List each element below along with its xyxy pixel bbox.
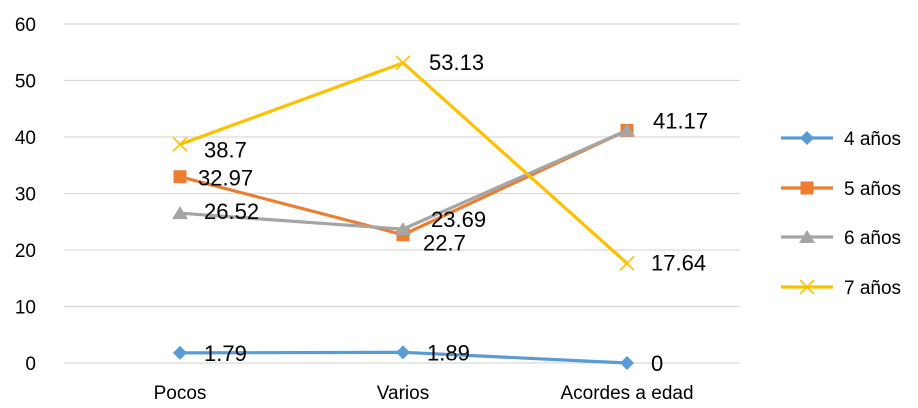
legend-label: 7 años [844, 278, 901, 299]
series-lines [172, 55, 635, 370]
data-label: 53.13 [429, 50, 484, 75]
data-label: 1.89 [427, 340, 470, 365]
data-label: 41.17 [653, 108, 708, 133]
y-tick-label: 0 [25, 354, 36, 375]
legend-marker [799, 279, 815, 295]
data-label: 26.52 [204, 199, 259, 224]
data-label: 0 [651, 351, 663, 376]
data-point-marker [172, 136, 188, 152]
data-labels: 1.79 1.89 0 32.97 22.7 41.17 26.52 23.69 38.7 53.… [198, 50, 708, 376]
axes: 0 10 20 30 40 50 60 Pocos Varios Acordes a edad [15, 15, 694, 404]
data-label: 32.97 [198, 166, 253, 191]
data-point-marker [173, 170, 187, 184]
data-label: 17.64 [651, 250, 706, 275]
y-tick-label: 20 [15, 241, 36, 262]
data-label: 23.69 [431, 207, 486, 232]
data-label: 22.7 [423, 231, 466, 256]
legend: 4 años 5 años 6 años 7 años [781, 129, 901, 299]
legend-label: 6 años [844, 228, 901, 249]
data-point-marker [396, 345, 410, 360]
y-tick-label: 40 [15, 128, 36, 149]
gridlines [64, 23, 740, 364]
data-point-marker [395, 222, 411, 236]
data-label: 1.79 [204, 341, 247, 366]
legend-marker [800, 181, 814, 195]
x-tick-label: Varios [377, 383, 429, 404]
y-tick-label: 30 [15, 185, 36, 206]
legend-label: 5 años [844, 179, 901, 200]
legend-marker [800, 131, 814, 145]
y-tick-label: 10 [15, 298, 36, 319]
data-point-marker [172, 206, 188, 220]
data-label: 38.7 [204, 137, 247, 162]
data-point-marker [619, 255, 635, 271]
legend-label: 4 años [844, 129, 901, 150]
legend-marker [799, 230, 815, 243]
x-tick-label: Acordes a edad [560, 383, 693, 404]
y-tick-label: 60 [15, 15, 36, 36]
data-point-marker [619, 123, 635, 137]
y-tick-label: 50 [15, 72, 36, 93]
data-point-marker [173, 345, 187, 360]
data-point-marker [395, 55, 411, 71]
data-point-marker [620, 356, 634, 370]
x-tick-label: Pocos [154, 383, 207, 404]
